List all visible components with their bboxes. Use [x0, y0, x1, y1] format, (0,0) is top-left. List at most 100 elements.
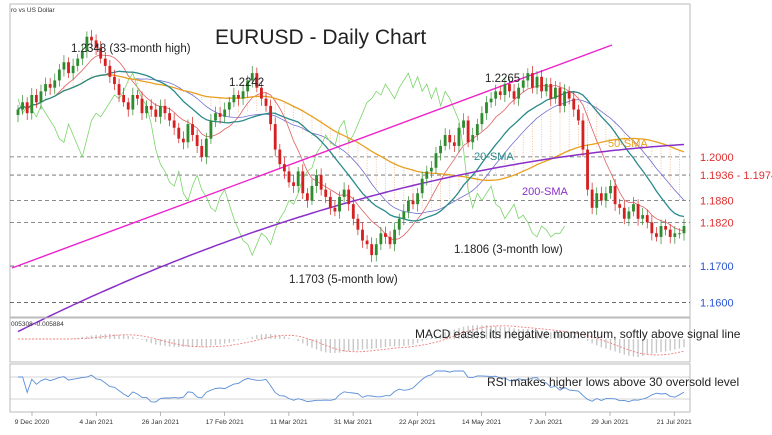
candle-body	[406, 200, 410, 212]
candle-body	[682, 226, 686, 234]
sma-50-line	[17, 74, 685, 181]
candle-body	[411, 200, 415, 205]
candle-body	[558, 87, 562, 106]
candle-body	[668, 229, 672, 237]
annotation-1: 1.2242	[229, 77, 264, 89]
candle-body	[181, 138, 185, 143]
x-tick-label-3: 17 Feb 2021	[206, 419, 244, 426]
macd-panel: 005308 -0.005884 MACD eases its negative…	[9, 317, 741, 363]
candle-body	[232, 94, 236, 103]
candle-body	[131, 94, 135, 110]
candle-body	[503, 84, 507, 95]
level-label-0: 1.2000	[700, 152, 734, 164]
candle-body	[439, 145, 442, 154]
candle-body	[57, 69, 61, 81]
candle-body	[168, 113, 171, 121]
candle-body	[650, 222, 654, 234]
sma-20-line	[17, 70, 685, 222]
x-tick-label-7: 14 May 2021	[462, 419, 502, 426]
candle-body	[278, 149, 282, 165]
candle-body	[485, 102, 488, 114]
candle-body	[645, 215, 649, 223]
candle-body	[269, 105, 273, 125]
candle-body	[586, 149, 589, 190]
level-labels: 1.2000 1.1936 - 1.1974 1.1880 1.1820 1.1700 1…	[700, 152, 772, 310]
candle-body	[673, 233, 677, 237]
indicator-label-0: 20-SMA	[474, 151, 514, 163]
candle-body	[282, 164, 286, 172]
candle-body	[94, 40, 98, 48]
macd-histogram	[18, 325, 685, 357]
level-label-5: 1.1600	[700, 297, 734, 309]
candle-body	[30, 94, 34, 114]
candle-body	[361, 229, 364, 241]
candle-body	[315, 175, 318, 186]
candle-body	[540, 76, 544, 92]
candle-body	[154, 109, 158, 117]
candle-body	[475, 124, 479, 136]
x-tick-label-1: 4 Jan 2021	[79, 419, 113, 426]
x-tick-label-2: 26 Jan 2021	[142, 419, 180, 426]
rsi-line	[10, 370, 690, 403]
candle-body	[351, 204, 355, 219]
candle-body	[384, 233, 387, 237]
candle-body	[99, 47, 103, 59]
candle-body	[246, 80, 250, 92]
candle-body	[53, 80, 57, 88]
candle-body	[21, 102, 25, 110]
annotation-0: 1.2348 (33-month high)	[71, 43, 191, 55]
candlesticks	[16, 29, 686, 263]
price-annotations: 1.2348 (33-month high) 1.2242 1.2265 1.1703…	[71, 43, 648, 286]
sma-200-line	[17, 143, 685, 333]
candle-body	[39, 91, 43, 103]
price-panel: ro vs US Dollar EURUSD - Daily Chart 1.2…	[9, 3, 772, 333]
candle-body	[255, 73, 259, 88]
candle-body	[452, 142, 456, 146]
candle-body	[553, 87, 557, 99]
candle-body	[425, 171, 429, 179]
candle-body	[374, 244, 378, 256]
x-tick-label-4: 11 Mar 2021	[270, 419, 308, 426]
candle-body	[172, 120, 176, 128]
candle-body	[80, 51, 84, 59]
candle-body	[108, 65, 112, 77]
candle-body	[627, 211, 631, 219]
candle-body	[512, 91, 516, 99]
candle-body	[641, 215, 645, 219]
candle-body	[443, 135, 447, 146]
candle-body	[613, 185, 617, 205]
candle-body	[301, 171, 305, 194]
candle-body	[177, 127, 181, 139]
candle-body	[34, 94, 38, 103]
candle-body	[664, 226, 668, 230]
candle-body	[338, 196, 341, 212]
annotation-3: 1.1703 (5-month low)	[289, 274, 398, 286]
candle-body	[195, 135, 199, 146]
candle-body	[429, 167, 433, 172]
candle-body	[397, 218, 401, 230]
candle-body	[549, 84, 553, 99]
candle-body	[622, 207, 626, 219]
candle-body	[16, 109, 20, 116]
candle-body	[535, 76, 539, 88]
candle-body	[462, 120, 465, 128]
macd-panel-frame	[9, 317, 691, 363]
candle-body	[310, 185, 314, 201]
candle-body	[209, 120, 213, 139]
candle-body	[393, 229, 397, 245]
candle-body	[599, 193, 603, 201]
candle-body	[572, 98, 576, 110]
candle-body	[126, 102, 130, 110]
candle-body	[136, 94, 139, 99]
candle-body	[62, 62, 66, 70]
candle-body	[44, 84, 47, 92]
instrument-label: ro vs US Dollar	[11, 7, 56, 14]
candle-body	[287, 171, 291, 183]
candle-body	[90, 36, 93, 41]
candle-body	[342, 189, 346, 197]
candle-body	[200, 145, 204, 157]
candle-body	[273, 124, 277, 150]
candle-body	[347, 189, 351, 205]
